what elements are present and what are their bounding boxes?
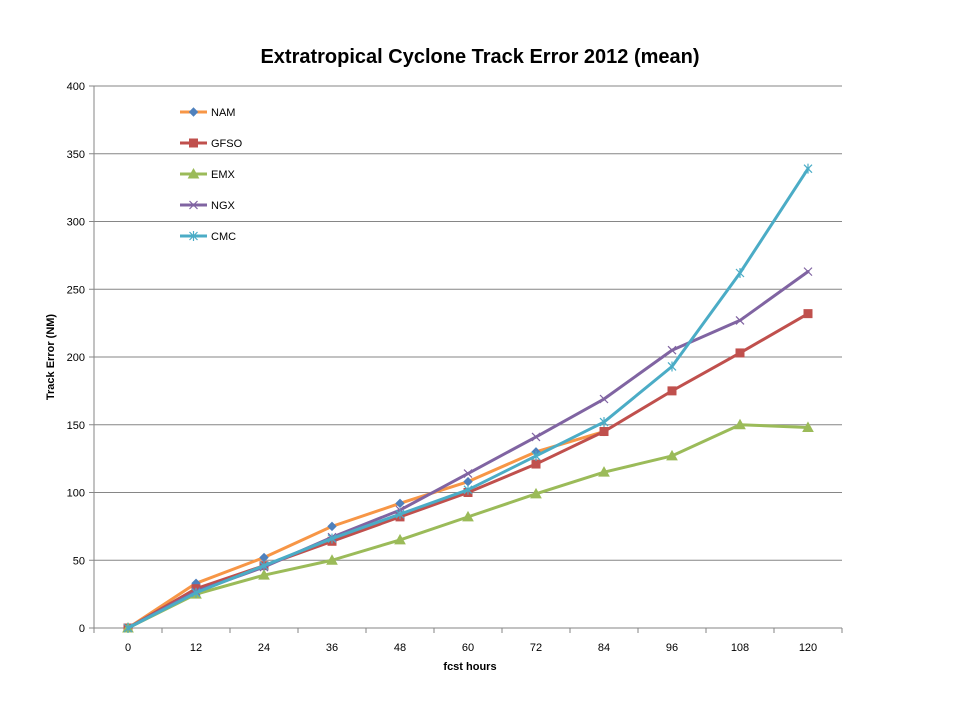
data-point <box>734 418 746 430</box>
data-point <box>327 533 337 544</box>
data-point <box>803 163 813 174</box>
data-point <box>395 509 405 520</box>
legend-item-ngx: NGX <box>180 200 236 212</box>
x-tick-label: 0 <box>125 642 131 654</box>
data-point <box>327 521 337 532</box>
legend-item-emx: EMX <box>180 167 236 181</box>
x-tick-label: 12 <box>190 642 202 654</box>
data-point <box>531 450 541 461</box>
legend-item-gfso: GFSO <box>180 138 243 150</box>
axes <box>89 85 843 633</box>
data-point <box>667 345 677 355</box>
y-tick-label: 350 <box>67 149 85 161</box>
chart-title: Extratropical Cyclone Track Error 2012 (… <box>260 46 699 68</box>
series-line <box>126 430 606 630</box>
data-point <box>531 432 541 442</box>
data-point <box>735 348 745 358</box>
x-tick-label: 36 <box>326 642 338 654</box>
data-point <box>258 569 270 580</box>
y-tick-label: 300 <box>67 217 85 229</box>
data-point <box>123 623 133 633</box>
legend-label: NGX <box>211 200 236 212</box>
data-point <box>803 267 813 277</box>
series-nam <box>123 426 609 633</box>
data-point <box>599 417 609 428</box>
data-point <box>599 427 609 437</box>
legend-label: NAM <box>211 107 235 119</box>
legend-item-cmc: CMC <box>180 231 236 243</box>
legend-marker <box>189 231 198 241</box>
series-gfso <box>123 309 813 633</box>
legend-marker <box>189 138 198 148</box>
data-point <box>530 487 542 499</box>
data-point <box>735 315 745 325</box>
series-layer <box>122 163 814 633</box>
x-tick-label: 120 <box>799 642 817 654</box>
data-point <box>463 484 473 495</box>
y-tick-labels: 0 50 100 150 200 250 300 350 400 <box>67 81 85 635</box>
legend-item-nam: NAM <box>180 107 235 119</box>
gridlines <box>94 85 842 561</box>
data-point <box>599 394 609 404</box>
data-point <box>395 498 405 509</box>
data-point <box>803 309 813 319</box>
y-tick-label: 100 <box>67 488 85 500</box>
x-tick-label: 108 <box>731 642 749 654</box>
legend-marker <box>189 200 198 210</box>
data-point <box>667 386 677 396</box>
x-tick-label: 72 <box>530 642 542 654</box>
data-point <box>735 267 745 278</box>
data-point <box>462 510 474 522</box>
series-cmc <box>123 163 813 633</box>
data-point <box>531 459 541 469</box>
data-point <box>802 421 814 432</box>
data-point <box>598 466 610 477</box>
data-point <box>667 361 677 372</box>
y-tick-label: 400 <box>67 81 85 93</box>
series-line <box>126 423 810 630</box>
data-point <box>463 469 473 478</box>
legend-label: GFSO <box>211 138 243 150</box>
y-tick-label: 50 <box>73 555 85 567</box>
y-tick-label: 150 <box>67 420 85 432</box>
x-tick-label: 48 <box>394 642 406 654</box>
series-line <box>126 312 810 630</box>
data-point <box>191 587 201 598</box>
legend-label: EMX <box>211 169 236 181</box>
x-tick-label: 84 <box>598 642 610 654</box>
x-tick-label: 24 <box>258 642 270 654</box>
x-axis-title: fcst hours <box>443 661 496 673</box>
y-tick-label: 200 <box>67 352 85 364</box>
legend-label: CMC <box>211 231 236 243</box>
x-tick-labels: 0 12 24 36 48 60 72 84 96 108 120 <box>125 642 817 654</box>
x-tick-label: 96 <box>666 642 678 654</box>
series-line <box>126 270 810 630</box>
legend-marker <box>188 107 199 117</box>
data-point <box>394 533 406 545</box>
data-point <box>326 554 338 565</box>
x-tick-label: 60 <box>462 642 474 654</box>
legend: NAM GFSO EMX NGX CMC <box>180 107 243 243</box>
legend-marker <box>187 167 200 179</box>
series-emx <box>122 418 814 633</box>
data-point <box>666 449 678 461</box>
y-tick-label: 250 <box>67 284 85 296</box>
y-tick-label: 0 <box>79 623 85 635</box>
y-axis-title: Track Error (NM) <box>45 314 57 401</box>
data-point <box>259 560 269 571</box>
